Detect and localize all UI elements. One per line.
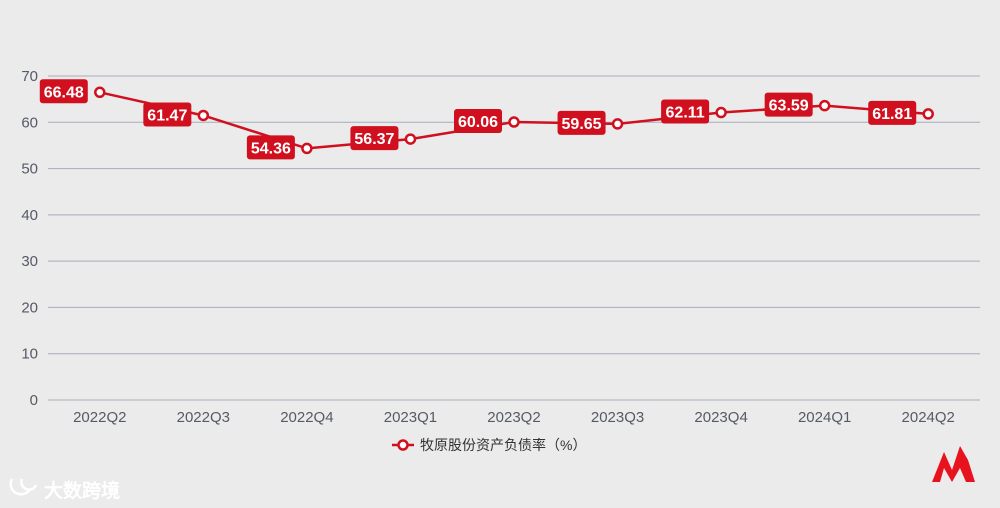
data-point[interactable] — [715, 106, 727, 119]
legend-label: 牧原股份资产负债率（%） — [420, 437, 586, 453]
data-label-text: 54.36 — [251, 140, 291, 157]
y-tick-label: 0 — [30, 392, 38, 409]
data-label-box — [39, 79, 88, 104]
data-label-box — [868, 100, 917, 125]
data-point[interactable] — [94, 86, 106, 99]
data-point[interactable] — [301, 142, 313, 155]
data-label: 62.11 — [661, 99, 710, 124]
y-axis-ticks: 0 10 20 30 40 50 60 70 — [21, 68, 38, 409]
data-point[interactable] — [404, 133, 417, 145]
data-label-box — [557, 110, 606, 135]
y-tick-label: 60 — [21, 114, 38, 131]
data-point[interactable] — [922, 108, 934, 120]
y-tick-label: 50 — [21, 161, 38, 178]
data-label-text: 62.11 — [666, 105, 705, 122]
data-label: 56.37 — [350, 126, 399, 151]
data-label-box — [661, 99, 710, 124]
x-tick-label: 2022Q3 — [177, 409, 230, 426]
data-label: 60.06 — [454, 109, 502, 134]
data-label-text: 59.65 — [562, 116, 602, 133]
data-label-text: 63.59 — [769, 98, 809, 115]
grid-lines — [48, 75, 980, 401]
data-point[interactable] — [611, 118, 624, 130]
y-tick-label: 20 — [21, 299, 38, 316]
data-label: 61.81 — [868, 100, 917, 125]
x-tick-label: 2022Q2 — [73, 409, 126, 426]
data-labels: 66.48 61.47 54.36 56.37 60.06 59.65 62.11 63.59… — [39, 79, 917, 160]
x-tick-label: 2023Q4 — [694, 409, 747, 426]
data-label-box — [350, 126, 399, 151]
x-tick-label: 2023Q2 — [487, 409, 540, 426]
y-tick-label: 10 — [21, 346, 38, 363]
x-tick-label: 2023Q1 — [384, 409, 437, 426]
m-logo-icon — [932, 446, 975, 482]
data-label: 59.65 — [557, 110, 606, 135]
x-axis-ticks: 2022Q2 2022Q3 2022Q4 2023Q1 2023Q2 2023Q3 2023… — [73, 409, 955, 426]
data-label-box — [764, 92, 813, 117]
x-tick-label: 2023Q3 — [591, 409, 644, 426]
y-tick-label: 40 — [21, 207, 38, 224]
data-point[interactable] — [197, 109, 210, 122]
data-label-box — [454, 109, 502, 134]
data-label-box — [143, 102, 192, 127]
y-tick-label: 30 — [21, 253, 38, 270]
x-tick-label: 2024Q2 — [902, 409, 955, 426]
data-label-text: 60.06 — [458, 114, 498, 131]
x-tick-label: 2022Q4 — [280, 409, 333, 426]
data-label-text: 56.37 — [354, 131, 394, 148]
data-label-text: 61.47 — [147, 107, 187, 124]
data-point[interactable] — [818, 99, 831, 112]
data-label: 66.48 — [39, 79, 88, 104]
legend-marker-icon — [397, 439, 409, 451]
x-tick-label: 2024Q1 — [798, 409, 851, 426]
data-label: 54.36 — [246, 135, 295, 160]
data-label-text: 66.48 — [44, 84, 84, 101]
data-point[interactable] — [508, 116, 520, 128]
dashuju-logo-icon: 大数跨境 — [9, 478, 120, 502]
data-label: 63.59 — [764, 92, 813, 117]
data-label-text: 61.81 — [872, 106, 912, 123]
watermark-text: 大数跨境 — [44, 479, 120, 502]
data-label-box — [246, 135, 295, 160]
data-label: 61.47 — [143, 102, 192, 127]
y-tick-label: 70 — [21, 68, 38, 85]
legend[interactable]: 牧原股份资产负债率（%） — [392, 437, 586, 453]
